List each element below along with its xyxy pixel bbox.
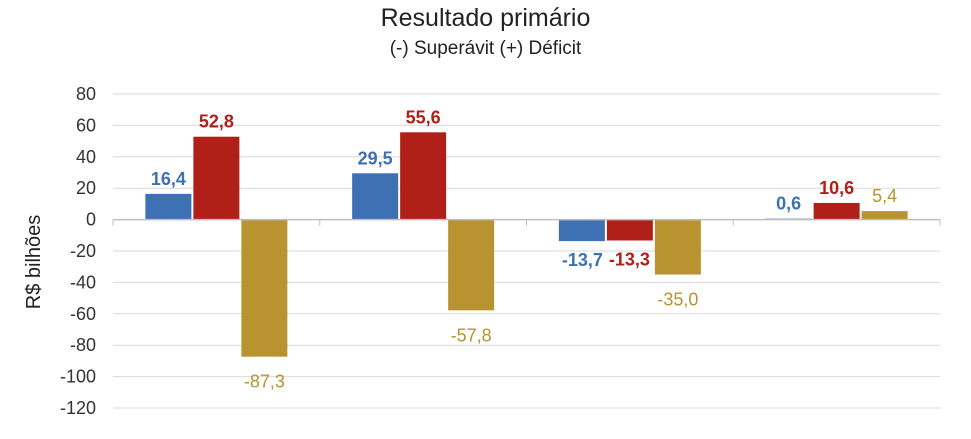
bar-series-2-cat-2 bbox=[400, 132, 447, 220]
y-tick-label: 0 bbox=[86, 210, 96, 230]
data-label-series-3-cat-3: -35,0 bbox=[657, 290, 698, 310]
bar-series-2-cat-1 bbox=[193, 136, 240, 220]
bar-series-1-cat-2 bbox=[352, 173, 399, 220]
data-label-series-1-cat-4: 0,6 bbox=[776, 194, 801, 214]
data-label-series-2-cat-2: 55,6 bbox=[406, 107, 441, 127]
y-tick-label: -120 bbox=[60, 398, 96, 418]
bar-series-1-cat-3 bbox=[558, 219, 605, 242]
y-tick-label: -20 bbox=[70, 241, 96, 261]
data-label-series-3-cat-2: -57,8 bbox=[451, 325, 492, 345]
chart-subtitle: (-) Superávit (+) Déficit bbox=[389, 38, 582, 59]
y-axis-title: R$ bilhões bbox=[23, 215, 45, 310]
data-label-series-1-cat-1: 16,4 bbox=[151, 169, 186, 189]
chart-title: Resultado primário bbox=[380, 4, 591, 32]
y-tick-label: 80 bbox=[76, 84, 96, 104]
data-label-series-3-cat-4: 5,4 bbox=[872, 186, 897, 206]
y-tick-label: -40 bbox=[70, 272, 96, 292]
bar-series-2-cat-4 bbox=[813, 202, 860, 220]
bar-series-3-cat-1 bbox=[241, 219, 288, 357]
bar-series-1-cat-1 bbox=[145, 193, 192, 220]
bar-series-3-cat-3 bbox=[654, 219, 701, 275]
bar-series-2-cat-3 bbox=[606, 219, 653, 241]
axes: 80 60 40 20 0 -20 -40 -60 -80 -100 -120 bbox=[60, 84, 941, 418]
y-tick-label: -60 bbox=[70, 304, 96, 324]
y-tick-label: 40 bbox=[76, 147, 96, 167]
data-labels: 16,4 29,5 -13,7 0,6 52,8 55,6 -13,3 10,6 -87,3 -5… bbox=[151, 107, 897, 391]
bar-series-3-cat-4 bbox=[861, 211, 908, 220]
data-label-series-1-cat-2: 29,5 bbox=[358, 148, 393, 168]
data-label-series-1-cat-3: -13,7 bbox=[562, 250, 603, 270]
data-label-series-3-cat-1: -87,3 bbox=[244, 372, 285, 392]
bar-series-3-cat-2 bbox=[448, 219, 495, 311]
data-label-series-2-cat-1: 52,8 bbox=[199, 112, 234, 132]
y-tick-label: 20 bbox=[76, 178, 96, 198]
y-tick-label: 60 bbox=[76, 115, 96, 135]
bars bbox=[145, 132, 908, 357]
y-tick-label: -100 bbox=[60, 367, 96, 387]
data-label-series-2-cat-4: 10,6 bbox=[819, 178, 854, 198]
y-tick-label: -80 bbox=[70, 335, 96, 355]
data-label-series-2-cat-3: -13,3 bbox=[609, 249, 650, 269]
